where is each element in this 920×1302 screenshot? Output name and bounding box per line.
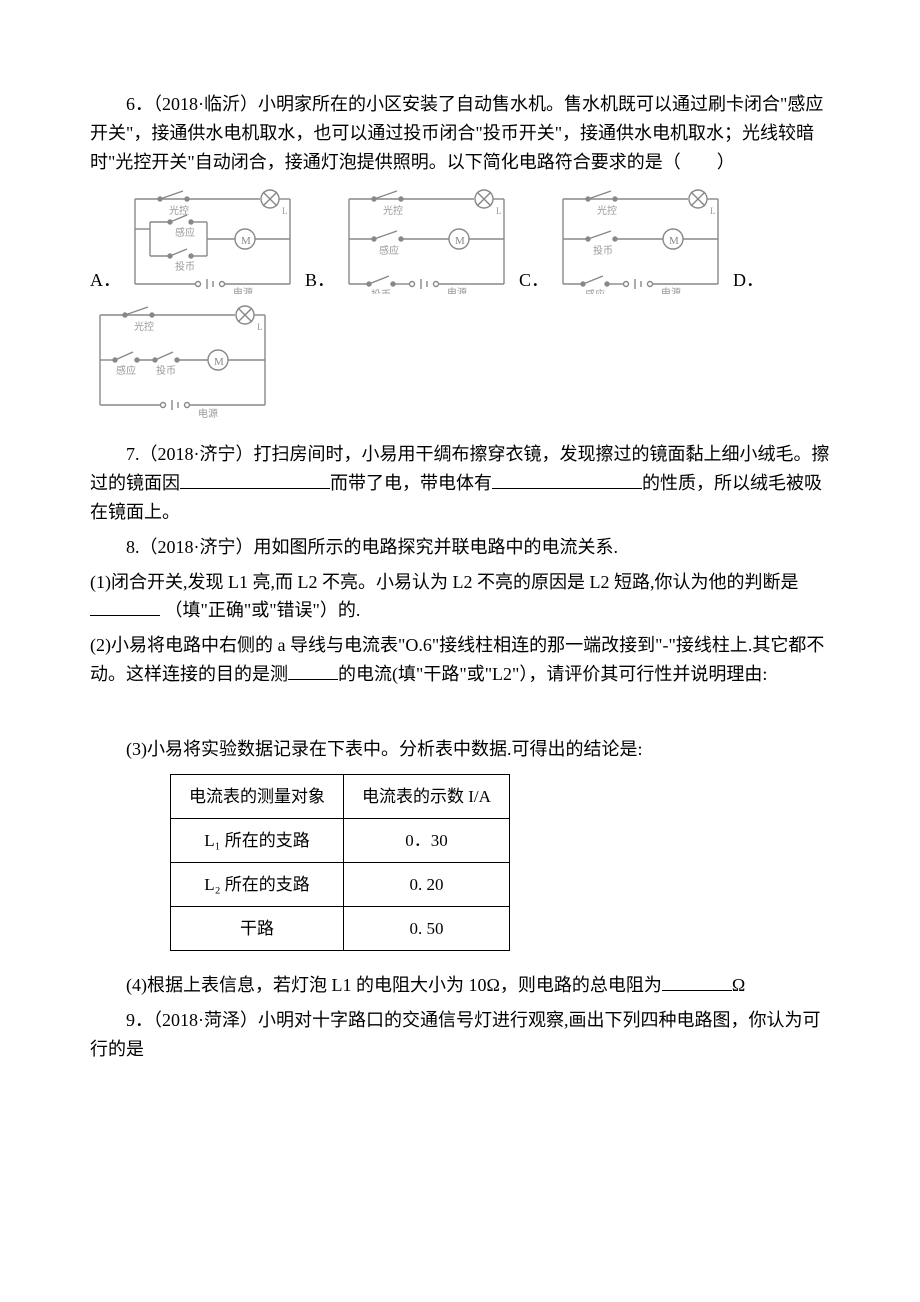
q6-option-c-label: C． (519, 266, 549, 295)
q6-option-d-label: D． (733, 266, 764, 295)
table-header-cell: 电流表的示数 I/A (344, 774, 510, 818)
svg-text:感应: 感应 (585, 288, 605, 294)
q6-option-a-label: A． (90, 266, 121, 295)
svg-text:投币: 投币 (156, 364, 176, 377)
q8-p3: (3)小易将实验数据记录在下表中。分析表中数据.可得出的结论是: (90, 735, 830, 764)
svg-text:电源: 电源 (447, 286, 467, 294)
table-cell: 干路 (171, 907, 344, 951)
q8-p2: (2)小易将电路中右侧的 a 导线与电流表"O.6"接线柱相连的那一端改接到"-… (90, 631, 830, 689)
svg-text:光控: 光控 (134, 320, 154, 333)
table-row: L₁ 所在的支路 0．30 (171, 818, 510, 862)
q6-text: 6．（2018·临沂）小明家所在的小区安装了自动售水机。售水机既可以通过刷卡闭合… (90, 90, 830, 176)
svg-text:投币: 投币 (371, 288, 391, 294)
label: 投币 (175, 260, 195, 273)
table-header-cell: 电流表的测量对象 (171, 774, 344, 818)
q6-option-a: A． 光控 (90, 184, 295, 294)
svg-text:光控: 光控 (597, 204, 617, 217)
label: 电源 (233, 286, 253, 294)
svg-text:L: L (710, 206, 716, 216)
table-row: L₂ 所在的支路 0. 20 (171, 862, 510, 906)
table-cell: 0. 50 (344, 907, 510, 951)
q6-option-d-circuit-row: 光控 感应 投币 M (90, 300, 830, 420)
svg-text:M: M (669, 235, 679, 247)
svg-text:M: M (214, 356, 224, 368)
q8-p1b: （填"正确"或"错误"）的. (165, 600, 361, 620)
q8-p4b: Ω (732, 975, 745, 995)
svg-text:电源: 电源 (661, 286, 681, 294)
document-page: 6．（2018·临沂）小明家所在的小区安装了自动售水机。售水机既可以通过刷卡闭合… (0, 0, 920, 1302)
svg-text:L: L (257, 322, 263, 332)
svg-text:光控: 光控 (383, 204, 403, 217)
q9-text: 9．（2018·菏泽）小明对十字路口的交通信号灯进行观察,画出下列四种电路图，你… (90, 1006, 830, 1064)
svg-text:L: L (282, 206, 288, 216)
q8-p1: (1)闭合开关,发现 L1 亮,而 L2 不亮。小易认为 L2 不亮的原因是 L… (90, 568, 830, 626)
table-cell: L₂ 所在的支路 (171, 862, 344, 906)
q7-text: 7.（2018·济宁）打扫房间时，小易用干绸布擦穿衣镜，发现擦过的镜面黏上细小绒… (90, 440, 830, 526)
q8-intro: 8.（2018·济宁）用如图所示的电路探究并联电路中的电流关系. (90, 533, 830, 562)
q6-options-row1: A． 光控 (90, 184, 830, 294)
svg-text:电源: 电源 (198, 407, 218, 420)
q8-blank2 (288, 661, 338, 680)
q6-circuit-b: 光控 感应 M (339, 184, 509, 294)
q8-blank3 (662, 972, 732, 991)
table-row: 干路 0. 50 (171, 907, 510, 951)
q7-part2: 而带了电，带电体有 (330, 473, 492, 493)
q8-p4a: (4)根据上表信息，若灯泡 L1 的电阻大小为 10Ω，则电路的总电阻为 (126, 975, 662, 995)
table-cell: 0. 20 (344, 862, 510, 906)
q6-circuit-a: 光控 感应 (125, 184, 295, 294)
label: 感应 (175, 226, 195, 239)
q8-p1a: (1)闭合开关,发现 L1 亮,而 L2 不亮。小易认为 L2 不亮的原因是 L… (90, 572, 798, 592)
q7-blank1 (180, 470, 330, 489)
svg-text:投币: 投币 (593, 244, 613, 257)
q6-option-b: B． 光控 (305, 184, 509, 294)
q8-p2b: 的电流(填"干路"或"L2"），请评价其可行性并说明理由: (338, 664, 767, 684)
q6-option-d-label-only: D． (733, 266, 764, 295)
svg-text:L: L (496, 206, 502, 216)
table-header-row: 电流表的测量对象 电流表的示数 I/A (171, 774, 510, 818)
svg-text:M: M (241, 235, 251, 247)
q8-p4: (4)根据上表信息，若灯泡 L1 的电阻大小为 10Ω，则电路的总电阻为 Ω (90, 971, 830, 1000)
q7-blank2 (492, 470, 642, 489)
q8-blank1 (90, 597, 160, 616)
q6-circuit-c: 光控 投币 M (553, 184, 723, 294)
svg-text:感应: 感应 (116, 364, 136, 377)
q6-option-b-label: B． (305, 266, 335, 295)
table-cell: 0．30 (344, 818, 510, 862)
table-cell: L₁ 所在的支路 (171, 818, 344, 862)
svg-text:M: M (455, 235, 465, 247)
q6-option-c: C． 光控 (519, 184, 723, 294)
q8-table: 电流表的测量对象 电流表的示数 I/A L₁ 所在的支路 0．30 L₂ 所在的… (170, 774, 510, 952)
svg-text:感应: 感应 (379, 244, 399, 257)
q6-circuit-d: 光控 感应 投币 M (90, 300, 830, 420)
